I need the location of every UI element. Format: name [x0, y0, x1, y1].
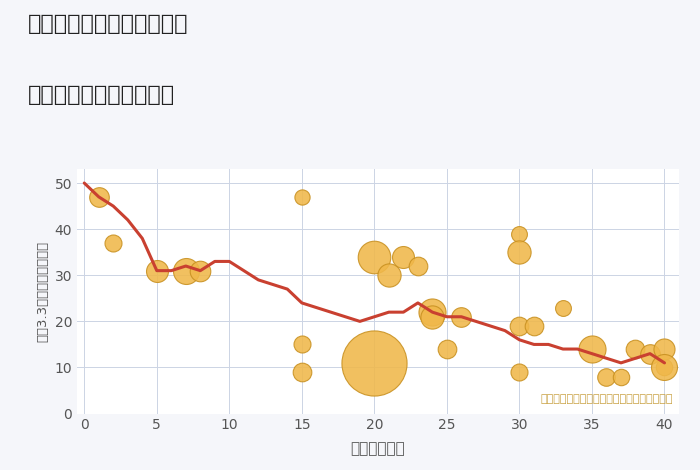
Point: [151, 267, 162, 274]
Point: [659, 345, 670, 353]
Point: [615, 373, 626, 381]
Point: [369, 253, 380, 260]
Point: [601, 373, 612, 381]
Point: [93, 193, 104, 201]
Point: [108, 239, 119, 247]
Point: [296, 193, 307, 201]
Point: [557, 304, 568, 311]
Point: [296, 368, 307, 376]
Point: [398, 253, 409, 260]
Text: 円の大きさは、取引のあった物件面積を示す: 円の大きさは、取引のあった物件面積を示す: [540, 394, 673, 404]
Point: [514, 322, 525, 330]
Text: 兵庫県丹波市市島町勅使の: 兵庫県丹波市市島町勅使の: [28, 14, 188, 34]
Point: [659, 364, 670, 371]
Point: [514, 249, 525, 256]
Point: [528, 322, 540, 330]
Point: [384, 272, 395, 279]
Point: [587, 345, 598, 353]
Point: [441, 345, 452, 353]
Point: [180, 267, 191, 274]
Text: 築年数別中古戸建て価格: 築年数別中古戸建て価格: [28, 85, 175, 105]
Point: [630, 345, 641, 353]
Point: [645, 350, 656, 357]
Point: [427, 308, 438, 316]
Point: [514, 368, 525, 376]
Point: [296, 341, 307, 348]
X-axis label: 築年数（年）: 築年数（年）: [351, 441, 405, 456]
Point: [195, 267, 206, 274]
Point: [659, 364, 670, 371]
Point: [514, 230, 525, 237]
Point: [412, 262, 423, 270]
Point: [427, 313, 438, 321]
Y-axis label: 平（3.3㎡）単価（万円）: 平（3.3㎡）単価（万円）: [36, 241, 49, 342]
Point: [456, 313, 467, 321]
Point: [369, 359, 380, 367]
